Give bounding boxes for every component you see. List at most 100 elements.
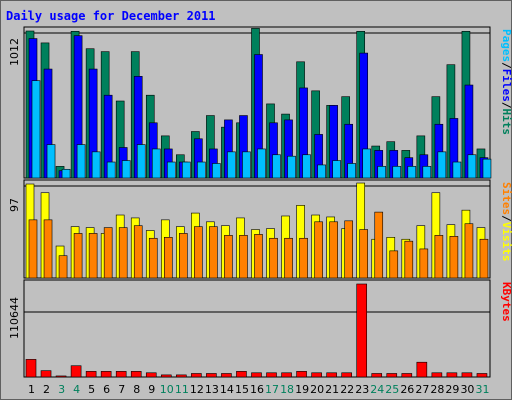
bar-sites-day-19 (299, 237, 308, 279)
bar-kbytes-day-1 (25, 359, 37, 378)
bar-kbytes-day-14 (221, 373, 232, 378)
x-tick-day-11: 11 (175, 383, 189, 396)
bar-pages-day-15 (242, 151, 251, 179)
bar-pages-day-19 (302, 154, 311, 179)
bar-sites-day-5 (88, 233, 98, 279)
bar-sites-day-4 (73, 233, 83, 279)
bar-sites-day-12 (194, 226, 203, 279)
x-tick-day-29: 29 (445, 383, 459, 396)
x-tick-day-10: 10 (160, 383, 174, 396)
bar-kbytes-day-26 (401, 373, 413, 378)
x-tick-day-7: 7 (118, 383, 125, 396)
y-tick-label: 110644 (8, 297, 21, 339)
bar-kbytes-day-5 (85, 371, 97, 378)
legend-entry: Visits (500, 222, 512, 262)
bar-sites-day-17 (269, 237, 278, 279)
bar-pages-day-17 (272, 154, 281, 179)
chart-title: Daily usage for December 2011 (6, 9, 216, 23)
bar-pages-day-30 (467, 154, 477, 179)
bar-pages-day-16 (257, 148, 266, 179)
bar-sites-day-20 (314, 221, 323, 279)
bar-kbytes-day-3 (55, 375, 67, 378)
bar-kbytes-day-15 (236, 371, 247, 378)
x-tick-day-23: 23 (355, 383, 369, 396)
bar-kbytes-day-8 (130, 371, 142, 378)
bar-sites-day-7 (118, 227, 128, 279)
bar-pages-day-11 (182, 161, 191, 179)
bar-pages-day-23 (362, 148, 372, 179)
bar-kbytes-day-20 (311, 372, 322, 378)
bar-kbytes-day-28 (431, 372, 443, 378)
bar-pages-day-3 (61, 168, 71, 179)
bar-pages-day-28 (437, 151, 447, 179)
x-tick-day-30: 30 (460, 383, 474, 396)
bar-pages-day-29 (452, 161, 462, 179)
legend-visits-sites: Sites/Visits (500, 182, 512, 262)
bar-kbytes-day-12 (191, 373, 202, 378)
bar-sites-day-24 (374, 211, 384, 279)
bar-sites-day-18 (284, 237, 293, 279)
bar-sites-day-29 (449, 236, 459, 279)
bar-kbytes-day-25 (386, 373, 398, 378)
bar-kbytes-day-23 (356, 283, 368, 378)
bar-pages-day-25 (392, 166, 402, 179)
x-tick-day-6: 6 (103, 383, 110, 396)
legend-entry: Files (500, 69, 512, 102)
bar-kbytes-day-18 (281, 372, 292, 378)
bar-kbytes-day-29 (446, 372, 458, 378)
x-tick-day-3: 3 (58, 383, 65, 396)
bar-kbytes-day-10 (160, 374, 172, 378)
bar-sites-day-16 (254, 234, 263, 279)
bar-pages-day-20 (317, 164, 326, 179)
bar-kbytes-day-16 (251, 372, 262, 378)
x-tick-day-22: 22 (340, 383, 354, 396)
x-tick-day-25: 25 (385, 383, 399, 396)
legend-entry: Pages (500, 29, 512, 62)
bar-kbytes-day-19 (296, 371, 307, 378)
x-tick-day-15: 15 (235, 383, 249, 396)
x-tick-day-19: 19 (295, 383, 309, 396)
legend-entry: KBytes (500, 282, 512, 322)
bar-pages-day-8 (136, 144, 146, 179)
bar-sites-day-6 (103, 227, 113, 279)
bar-sites-day-14 (224, 235, 233, 279)
bar-kbytes-day-4 (70, 365, 82, 378)
bar-sites-day-1 (28, 219, 38, 279)
bar-pages-day-1 (31, 80, 41, 179)
legend-kbytes: KBytes (500, 282, 512, 322)
bar-kbytes-day-22 (341, 372, 352, 378)
bar-pages-day-6 (106, 161, 116, 179)
x-tick-day-14: 14 (220, 383, 234, 396)
bar-kbytes-day-30 (461, 372, 473, 378)
plot-area-kbytes (23, 279, 491, 378)
bar-sites-day-21 (329, 221, 338, 279)
legend-entry: / (500, 215, 512, 222)
bar-sites-day-28 (434, 235, 444, 279)
x-tick-day-12: 12 (190, 383, 204, 396)
bar-sites-day-3 (58, 255, 68, 279)
bar-sites-day-15 (239, 235, 248, 279)
bar-pages-day-5 (91, 151, 101, 179)
y-tick-label: 1012 (8, 38, 21, 66)
x-tick-day-26: 26 (400, 383, 414, 396)
bar-kbytes-day-7 (115, 371, 127, 378)
x-tick-day-16: 16 (250, 383, 264, 396)
x-tick-day-1: 1 (28, 383, 35, 396)
x-tick-day-21: 21 (325, 383, 339, 396)
x-tick-day-20: 20 (310, 383, 324, 396)
bar-sites-day-30 (464, 223, 474, 279)
bar-pages-day-7 (121, 160, 131, 179)
bar-kbytes-day-9 (145, 372, 157, 378)
bar-pages-day-18 (287, 155, 296, 179)
bar-sites-day-25 (389, 250, 399, 279)
bar-pages-day-14 (227, 151, 236, 179)
bar-kbytes-day-21 (326, 372, 337, 378)
bar-kbytes-day-13 (206, 373, 217, 378)
bar-kbytes-day-27 (416, 361, 428, 378)
x-tick-day-28: 28 (430, 383, 444, 396)
bar-sites-day-10 (163, 236, 173, 279)
bar-kbytes-day-11 (176, 374, 187, 378)
bar-kbytes-day-17 (266, 372, 277, 378)
bar-pages-day-27 (422, 166, 432, 179)
bar-kbytes-day-6 (100, 371, 112, 378)
